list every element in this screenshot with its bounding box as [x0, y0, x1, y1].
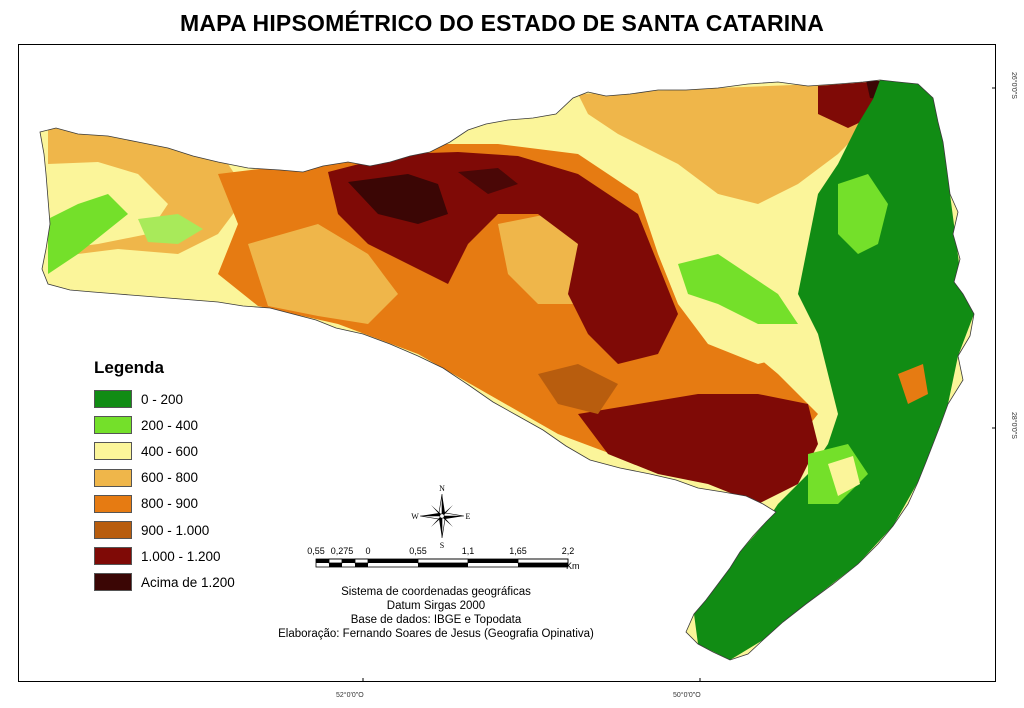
scale-segment	[517, 558, 569, 564]
compass-rose-icon: N S E W	[411, 484, 471, 549]
elevation-zone-peak-above-1200-b	[458, 168, 518, 194]
elevation-zone-coast-400-600	[828, 456, 860, 496]
scale-segment	[354, 558, 369, 564]
legend-label: 200 - 400	[141, 417, 199, 433]
compass-needle	[431, 517, 441, 527]
credits-datum: Datum Sirgas 2000	[386, 600, 486, 612]
map-title: MAPA HIPSOMÉTRICO DO ESTADO DE SANTA CAT…	[179, 10, 825, 36]
legend-item: 400 - 600	[94, 438, 294, 464]
latitude-label-28: 28°0'0"S	[1010, 412, 1017, 439]
legend-swatch	[94, 390, 132, 409]
scale-segment	[368, 559, 418, 563]
legend-swatch	[94, 573, 132, 592]
scale-bar	[315, 558, 569, 568]
elevation-zone-central-600-800	[248, 224, 398, 324]
compass-needle	[443, 505, 453, 515]
legend-swatch	[94, 416, 132, 435]
scale-label: 1,65	[509, 546, 527, 556]
elevation-zone-ne-200-400	[678, 254, 798, 324]
compass-s: S	[440, 541, 444, 549]
scale-segment	[418, 563, 468, 567]
legend-label: 800 - 900	[141, 496, 199, 512]
compass-needle	[431, 505, 441, 515]
credits-author: Elaboração: Fernando Soares de Jesus (Ge…	[278, 628, 594, 640]
scale-label: 0,275	[330, 546, 354, 556]
legend-label: 0 - 200	[141, 391, 184, 407]
elevation-zone-coast-800-900	[898, 364, 928, 404]
elevation-zone-south-900-1000	[538, 364, 618, 414]
legend-swatch	[94, 547, 132, 566]
elevation-zone-coast-0-200	[694, 80, 974, 660]
compass-needle	[439, 516, 442, 538]
legend-label: 600 - 800	[141, 470, 199, 486]
elevation-zone-west-200-400	[48, 194, 128, 274]
legend: Legenda 0 - 200 200 - 400 400 - 600 600 …	[94, 358, 294, 596]
legend-item: 0 - 200	[94, 386, 294, 412]
compass-needle	[442, 494, 445, 516]
scale-label: 2,2	[561, 546, 575, 556]
compass-w: W	[411, 512, 419, 521]
elevation-zone-west-200-400-b	[138, 214, 203, 244]
scale-labels: 0,55 0,275 0 0,55 1,1 1,65 2,2	[306, 546, 596, 558]
scale-label: 1,1	[461, 546, 475, 556]
longitude-label-50: 50°0'0"O	[673, 692, 701, 699]
compass-needle	[443, 517, 453, 527]
scale-segment	[468, 559, 518, 563]
state-outline	[39, 79, 975, 661]
legend-swatch	[94, 521, 132, 540]
scale-segment	[328, 558, 343, 564]
legend-item: 900 - 1.000	[94, 517, 294, 543]
legend-label: Acima de 1.200	[141, 574, 235, 590]
scale-segment	[355, 563, 368, 567]
legend-title: Legenda	[94, 358, 164, 377]
scale-label: 0,55	[409, 546, 427, 556]
longitude-label-52: 52°0'0"O	[336, 692, 364, 699]
scale-label: 0,55	[307, 546, 325, 556]
elevation-zone-south-1000-1200	[578, 394, 818, 504]
scale-segment	[329, 563, 342, 567]
compass-e: E	[466, 512, 471, 521]
scale-segment	[316, 559, 329, 563]
legend-item: 600 - 800	[94, 465, 294, 491]
legend-item: 200 - 400	[94, 412, 294, 438]
legend-swatch	[94, 468, 132, 487]
scale-segment	[342, 559, 355, 563]
elevation-zone-central-600-800-b	[498, 214, 588, 304]
legend-item: 1.000 - 1.200	[94, 543, 294, 569]
scale-segment	[417, 558, 469, 564]
compass-needle	[442, 516, 464, 519]
map-credits: Sistema de coordenadas geográficas Datum…	[236, 585, 636, 641]
compass-needle	[420, 513, 442, 516]
legend-label: 400 - 600	[141, 443, 199, 459]
elevation-zone-ne-600-800	[578, 84, 868, 204]
elevation-zone-peak-above-1200	[348, 174, 448, 224]
legend-swatch	[94, 442, 132, 461]
legend-label: 1.000 - 1.200	[141, 548, 221, 564]
compass-n: N	[439, 484, 445, 493]
legend-item: 800 - 900	[94, 491, 294, 517]
hypsometric-map	[39, 79, 996, 682]
legend-swatch	[94, 494, 132, 513]
compass-center	[439, 513, 445, 519]
credits-data-source: Base de dados: IBGE e Topodata	[350, 614, 522, 626]
legend-label: 900 - 1.000	[141, 522, 210, 538]
legend-item: Acima de 1.200	[94, 569, 294, 595]
scale-unit: Km	[566, 561, 580, 571]
credits-coordinate-system: Sistema de coordenadas geográficas	[341, 586, 531, 598]
scale-segment	[518, 563, 568, 567]
scale-label: 0	[365, 546, 371, 556]
elevation-zone-coast-200-400	[838, 174, 888, 254]
latitude-label-26: 26°0'0"S	[1010, 72, 1017, 99]
